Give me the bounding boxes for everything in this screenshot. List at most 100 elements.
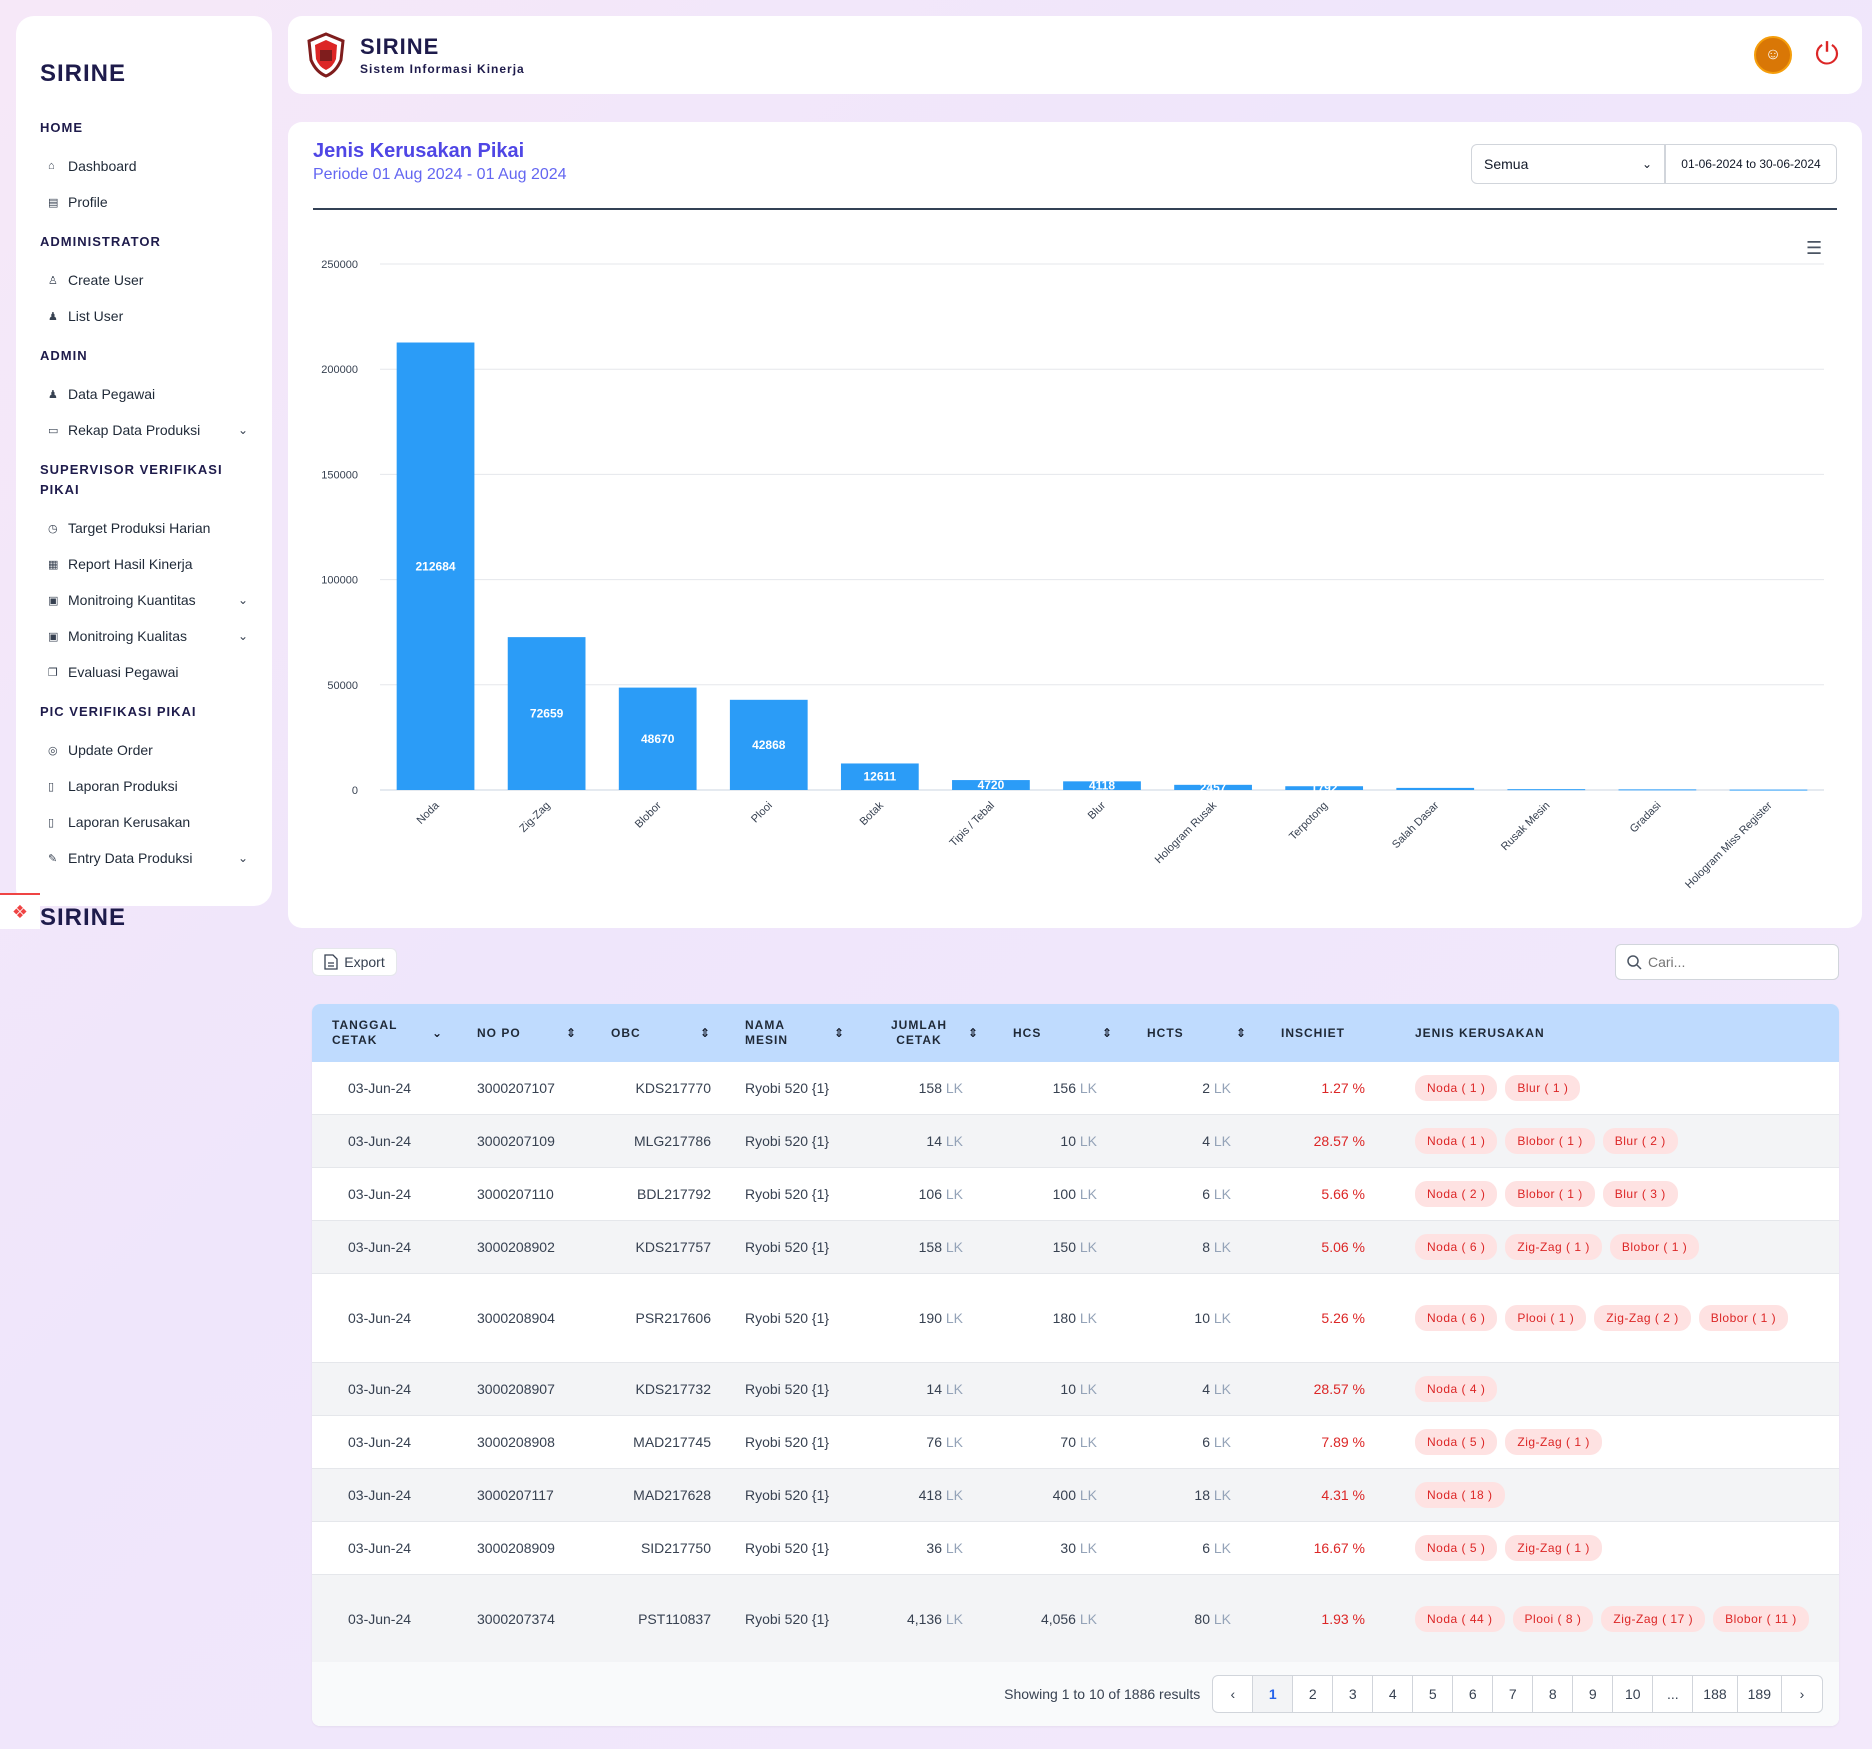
damage-badge: Noda ( 5 ) [1415, 1429, 1498, 1455]
cell-no-po: 3000207117 [477, 1487, 554, 1503]
sidebar-item-update-order[interactable]: ◎ Update Order [40, 732, 248, 768]
bar[interactable] [1618, 789, 1697, 791]
sidebar-item-laporan-produksi[interactable]: ▯ Laporan Produksi [40, 768, 248, 804]
unit-label: LK [1079, 1381, 1097, 1397]
bar[interactable] [840, 763, 919, 790]
bar[interactable] [1507, 789, 1586, 791]
cell-no-po: 3000208909 [477, 1540, 555, 1556]
page-button[interactable]: 8 [1533, 1676, 1574, 1712]
page-button[interactable]: 9 [1573, 1676, 1614, 1712]
sidebar-item-monitroing-kualitas[interactable]: ▣ Monitroing Kualitas ⌄ [40, 618, 248, 654]
sidebar-item-target-produksi-harian[interactable]: ◷ Target Produksi Harian [40, 510, 248, 546]
page-button[interactable]: 188 [1693, 1676, 1738, 1712]
sidebar-item-entry-data-produksi[interactable]: ✎ Entry Data Produksi ⌄ [40, 840, 248, 876]
unit-label: LK [945, 1080, 963, 1096]
unit-label: LK [945, 1186, 963, 1202]
column-header[interactable]: OBC ⇕ [591, 1026, 725, 1041]
cell-no-po: 3000207374 [477, 1611, 555, 1627]
table-row[interactable]: 03-Jun-24 3000207374 PST110837 Ryobi 520 {1… [312, 1575, 1839, 1664]
category-select[interactable]: Semua ⌄ [1471, 144, 1665, 184]
sidebar-item-label: Rekap Data Produksi [68, 422, 201, 438]
user-avatar[interactable]: ☺ [1754, 36, 1792, 74]
page-button[interactable]: 2 [1293, 1676, 1334, 1712]
cell-value: 18 [1194, 1487, 1210, 1503]
table-row[interactable]: 03-Jun-24 3000207107 KDS217770 Ryobi 520 {1… [312, 1062, 1839, 1115]
table-row[interactable]: 03-Jun-24 3000207117 MAD217628 Ryobi 520 {1… [312, 1469, 1839, 1522]
table-row[interactable]: 03-Jun-24 3000207109 MLG217786 Ryobi 520 {1… [312, 1115, 1839, 1168]
chevron-right-icon[interactable]: › [1799, 1686, 1805, 1702]
unit-label: LK [1079, 1186, 1097, 1202]
cell-value: 36 [926, 1540, 942, 1556]
column-header[interactable]: HCS ⇕ [993, 1026, 1127, 1041]
column-header[interactable]: HCTS ⇕ [1127, 1026, 1261, 1041]
column-header[interactable]: JUMLAH CETAK ⇕ [859, 1018, 993, 1048]
cell-no-po: 3000208902 [477, 1239, 555, 1255]
sidebar-item-monitroing-kuantitas[interactable]: ▣ Monitroing Kuantitas ⌄ [40, 582, 248, 618]
table-row[interactable]: 03-Jun-24 3000208904 PSR217606 Ryobi 520 {1… [312, 1274, 1839, 1363]
cell-tanggal: 03-Jun-24 [348, 1239, 412, 1255]
cell-value: 2 [1202, 1080, 1210, 1096]
x-tick-label: Blobor [633, 799, 664, 830]
search-input[interactable] [1648, 954, 1818, 970]
sidebar-item-rekap-data-produksi[interactable]: ▭ Rekap Data Produksi ⌄ [40, 412, 248, 448]
chevron-left-icon[interactable]: ‹ [1213, 1676, 1254, 1712]
bar[interactable] [1396, 787, 1475, 790]
sidebar-item-laporan-kerusakan[interactable]: ▯ Laporan Kerusakan [40, 804, 248, 840]
search-box[interactable] [1615, 944, 1839, 980]
sidebar-item-profile[interactable]: ▤ Profile [40, 184, 248, 220]
sidebar-item-report-hasil-kinerja[interactable]: ▦ Report Hasil Kinerja [40, 546, 248, 582]
page-button[interactable]: 189 [1738, 1676, 1782, 1712]
bar[interactable] [396, 342, 475, 790]
page-button[interactable]: 3 [1333, 1676, 1374, 1712]
column-header-label: HCS [1013, 1025, 1042, 1040]
bar[interactable] [618, 687, 697, 790]
power-icon[interactable]: ⏻ [1815, 38, 1839, 71]
pagination: ‹ 1 2 3 4 5 6 7 8 9 10... 188 189 › [1212, 1675, 1823, 1713]
bar[interactable] [729, 699, 808, 790]
table-footer: Showing 1 to 10 of 1886 results ‹ 1 2 3 4 5 6 7… [312, 1662, 1839, 1726]
bar[interactable] [1285, 786, 1364, 790]
cell-jumlah: 14 LK [859, 1133, 993, 1149]
bar[interactable] [952, 780, 1030, 790]
sidebar-item-evaluasi-pegawai[interactable]: ❐ Evaluasi Pegawai [40, 654, 248, 690]
cell-value: 6 [1202, 1540, 1210, 1556]
category-select-value: Semua [1484, 156, 1529, 172]
page-button[interactable]: 4 [1373, 1676, 1414, 1712]
page-button[interactable]: 6 [1453, 1676, 1494, 1712]
table-row[interactable]: 03-Jun-24 3000208902 KDS217757 Ryobi 520 {1… [312, 1221, 1839, 1274]
page-button[interactable]: 10 [1613, 1676, 1654, 1712]
table-row[interactable]: 03-Jun-24 3000208908 MAD217745 Ryobi 520 {1… [312, 1416, 1839, 1469]
cell-jenis-kerusakan: Noda ( 2 ) Blobor ( 1 ) Blur ( 3 ) [1395, 1181, 1839, 1207]
unit-label: LK [1079, 1434, 1097, 1450]
page-button[interactable]: 1 [1253, 1676, 1294, 1712]
chart-menu-icon[interactable]: ☰ [1806, 238, 1823, 258]
page-button[interactable]: 5 [1413, 1676, 1454, 1712]
unit-label: LK [1079, 1133, 1097, 1149]
cell-jenis-kerusakan: Noda ( 44 ) Plooi ( 8 ) Zig-Zag ( 17 ) Blob… [1395, 1606, 1839, 1632]
column-header[interactable]: TANGGAL CETAK ⌄ [312, 1018, 457, 1048]
sidebar-item-list-user[interactable]: ♟ List User [40, 298, 248, 334]
table-row[interactable]: 03-Jun-24 3000208909 SID217750 Ryobi 520 {1… [312, 1522, 1839, 1575]
bar-data-label: 12611 [863, 770, 896, 784]
bar[interactable] [507, 637, 586, 790]
table-row[interactable]: 03-Jun-24 3000207110 BDL217792 Ryobi 520 {1… [312, 1168, 1839, 1221]
bar[interactable] [1729, 789, 1808, 791]
sidebar-item-create-user[interactable]: ♙ Create User [40, 262, 248, 298]
y-tick-label: 100000 [321, 575, 358, 587]
cell-hcs: 10 LK [993, 1133, 1127, 1149]
column-header[interactable]: NAMA MESIN ⇕ [725, 1018, 859, 1048]
bar-data-label: 42868 [752, 738, 786, 752]
bar[interactable] [1063, 781, 1141, 790]
cell-mesin: Ryobi 520 {1} [745, 1487, 830, 1503]
sidebar-item-dashboard[interactable]: ⌂ Dashboard [40, 148, 248, 184]
laravel-icon[interactable]: ❖ [0, 893, 40, 929]
bar-data-label: 48670 [641, 732, 675, 746]
page-button[interactable]: 7 [1493, 1676, 1534, 1712]
column-header[interactable]: NO PO ⇕ [457, 1026, 591, 1041]
sidebar-item-data-pegawai[interactable]: ♟ Data Pegawai [40, 376, 248, 412]
export-button[interactable]: Export [312, 948, 397, 976]
date-range-picker[interactable]: 01-06-2024 to 30-06-2024 [1665, 144, 1837, 184]
header-subtitle: Sistem Informasi Kinerja [360, 62, 525, 76]
bar[interactable] [1174, 784, 1252, 790]
table-row[interactable]: 03-Jun-24 3000208907 KDS217732 Ryobi 520 {1… [312, 1363, 1839, 1416]
